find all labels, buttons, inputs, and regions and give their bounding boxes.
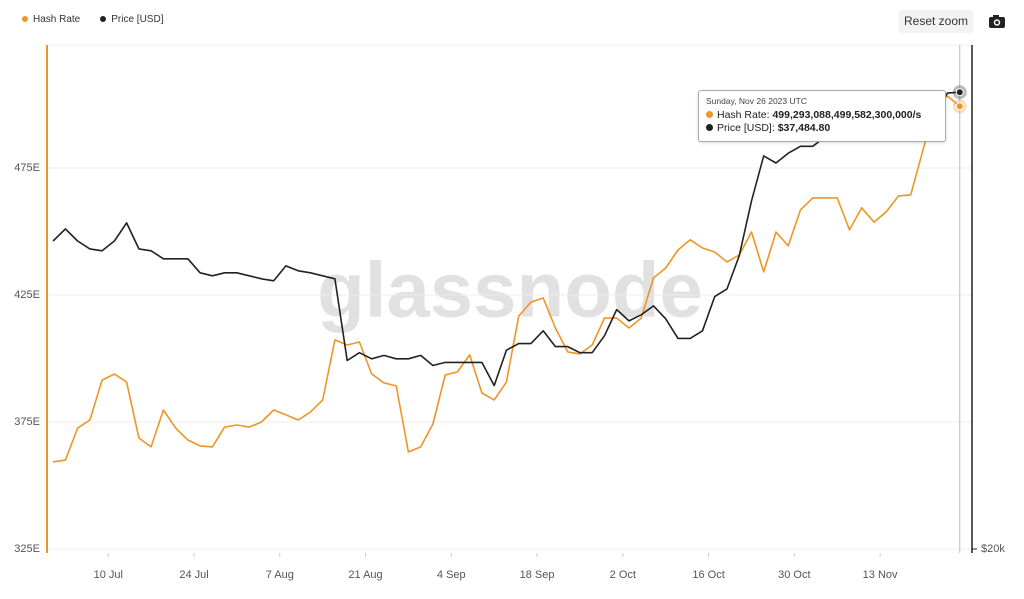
- tooltip-value: 499,293,088,499,582,300,000/s: [772, 109, 922, 121]
- x-tick-label: 4 Sep: [437, 569, 466, 581]
- x-tick-label: 13 Nov: [863, 569, 898, 581]
- tooltip-swatch: [706, 124, 713, 131]
- tooltip: Sunday, Nov 26 2023 UTC Hash Rate: 499,2…: [698, 90, 946, 142]
- legend-item: Price [USD]: [100, 14, 163, 25]
- legend-label: Price [USD]: [111, 14, 164, 25]
- tooltip-label: Price [USD]:: [717, 122, 775, 134]
- x-tick-label: 24 Jul: [179, 569, 208, 581]
- tooltip-row: Hash Rate: 499,293,088,499,582,300,000/s: [706, 109, 938, 122]
- y-tick-label: 425E: [14, 289, 40, 301]
- x-tick-label: 21 Aug: [348, 569, 382, 581]
- series-line: [52, 91, 960, 387]
- legend-swatch: [100, 16, 107, 23]
- tooltip-value: $37,484.80: [777, 122, 831, 134]
- tooltip-swatch: [706, 111, 713, 118]
- tooltip-label: Hash Rate:: [717, 109, 770, 121]
- camera-icon[interactable]: [987, 12, 1007, 32]
- y-tick-label: 375E: [14, 416, 40, 428]
- legend-label: Hash Rate: [33, 14, 81, 25]
- y2-tick-label: $20k: [981, 543, 1005, 555]
- tooltip-row: Price [USD]: $37,484.80: [706, 122, 938, 135]
- legend: Hash Rate Price [USD]: [22, 14, 163, 25]
- watermark: glassnode: [317, 246, 703, 334]
- x-tick-label: 10 Jul: [94, 569, 123, 581]
- highlight-point: [955, 88, 964, 97]
- series-line: [52, 95, 961, 463]
- x-tick-label: 30 Oct: [778, 569, 810, 581]
- legend-item: Hash Rate: [22, 14, 80, 25]
- reset-zoom-button[interactable]: Reset zoom: [899, 10, 973, 33]
- x-tick-label: 7 Aug: [266, 569, 294, 581]
- y-tick-label: 475E: [14, 162, 40, 174]
- y-tick-label: 325E: [14, 543, 40, 555]
- legend-swatch: [22, 16, 28, 23]
- x-tick-label: 16 Oct: [692, 569, 724, 581]
- x-tick-label: 2 Oct: [610, 569, 636, 581]
- highlight-point: [955, 102, 964, 111]
- x-tick-label: 18 Sep: [520, 569, 555, 581]
- tooltip-title: Sunday, Nov 26 2023 UTC: [706, 96, 807, 106]
